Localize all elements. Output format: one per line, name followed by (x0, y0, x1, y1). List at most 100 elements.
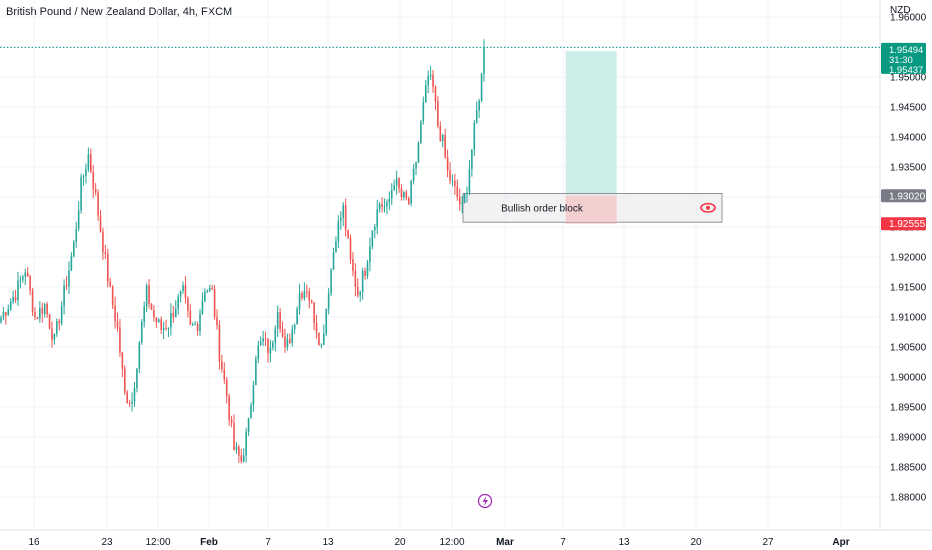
candle (471, 149, 473, 177)
candle (233, 414, 235, 451)
candle (136, 368, 138, 393)
candle (313, 301, 315, 331)
candle (5, 311, 7, 325)
y-tick-label: 1.89000 (890, 433, 927, 444)
candle (281, 321, 284, 339)
candle (56, 318, 58, 337)
candle (429, 65, 432, 81)
svg-text:1.93020: 1.93020 (889, 191, 926, 202)
order-block-price-badge: 1.93020 (881, 189, 926, 203)
x-tick-label: 27 (762, 537, 774, 548)
grid-lines (0, 0, 932, 531)
candle (361, 267, 364, 300)
candle (60, 301, 63, 326)
candle (458, 188, 461, 211)
time-axis[interactable]: 16 23 12:00 Feb 7 13 20 12:00 Mar 7 13 20 27 Apr (28, 537, 849, 548)
svg-text:1.95437: 1.95437 (889, 65, 923, 76)
candle (337, 215, 340, 249)
candle (446, 149, 449, 178)
candle (82, 174, 85, 186)
candle (201, 292, 204, 315)
candle (85, 163, 87, 184)
candle (24, 268, 27, 286)
candle (162, 321, 165, 340)
candle (388, 191, 391, 211)
candle (133, 381, 136, 408)
candle (138, 340, 141, 374)
candle (390, 183, 393, 206)
candle (451, 174, 454, 187)
y-tick-label: 1.88000 (890, 493, 927, 504)
candle (174, 300, 177, 318)
candle (427, 70, 429, 94)
candle (352, 252, 354, 277)
lightning-icon[interactable] (477, 493, 493, 509)
candle (191, 322, 194, 327)
symbol-title[interactable]: British Pound / New Zealand Dollar, 4h, … (6, 6, 233, 18)
candle (468, 159, 471, 196)
candle (318, 332, 320, 346)
candle (274, 325, 277, 352)
candle (19, 275, 22, 289)
candle (306, 284, 308, 298)
price-axis[interactable]: 1.960001.955001.950001.945001.940001.935… (890, 13, 927, 504)
candle (167, 327, 170, 338)
candle (208, 284, 211, 292)
candle (63, 279, 65, 315)
candle (315, 314, 318, 339)
candle (269, 339, 272, 363)
candle (70, 252, 73, 272)
candle (405, 189, 408, 201)
candle (298, 283, 301, 315)
eye-icon[interactable] (700, 202, 716, 213)
candle (267, 337, 269, 363)
candle (39, 300, 41, 323)
candle (0, 315, 2, 324)
candle (7, 304, 10, 316)
candle (255, 355, 257, 386)
candle (225, 377, 228, 404)
x-tick-label: 7 (560, 537, 566, 548)
candle (417, 141, 420, 164)
candle (68, 261, 70, 294)
x-tick-label: 13 (322, 537, 334, 548)
risk-reward-zones: Bullish order block (462, 51, 723, 224)
candle (221, 354, 223, 373)
candle (206, 289, 209, 294)
candle (17, 271, 19, 306)
candle (296, 306, 298, 325)
candle (177, 293, 179, 315)
svg-text:1.92555: 1.92555 (889, 219, 926, 230)
candle (422, 96, 425, 125)
candle (480, 72, 483, 102)
y-tick-label: 1.88500 (890, 463, 927, 474)
candle (53, 333, 56, 345)
y-tick-label: 1.93500 (890, 163, 927, 174)
candle (310, 299, 313, 304)
candle (123, 365, 126, 395)
candle (99, 210, 102, 233)
candle (398, 177, 400, 193)
candle (51, 321, 53, 348)
x-tick-label: 12:00 (439, 537, 464, 548)
candle (420, 120, 422, 144)
target-zone[interactable] (565, 51, 617, 196)
y-tick-label: 1.94000 (890, 133, 927, 144)
candle (364, 267, 366, 280)
candle (272, 340, 274, 351)
candle (242, 448, 245, 463)
candle (34, 307, 36, 321)
candle (463, 193, 466, 204)
candle (9, 298, 12, 312)
candle (257, 340, 260, 364)
candle (14, 289, 17, 304)
candle (126, 390, 129, 404)
candle (194, 320, 196, 326)
candle (22, 274, 24, 283)
y-tick-label: 1.89500 (890, 403, 927, 414)
candle (58, 318, 61, 331)
candle (235, 441, 238, 454)
candle (386, 199, 388, 215)
